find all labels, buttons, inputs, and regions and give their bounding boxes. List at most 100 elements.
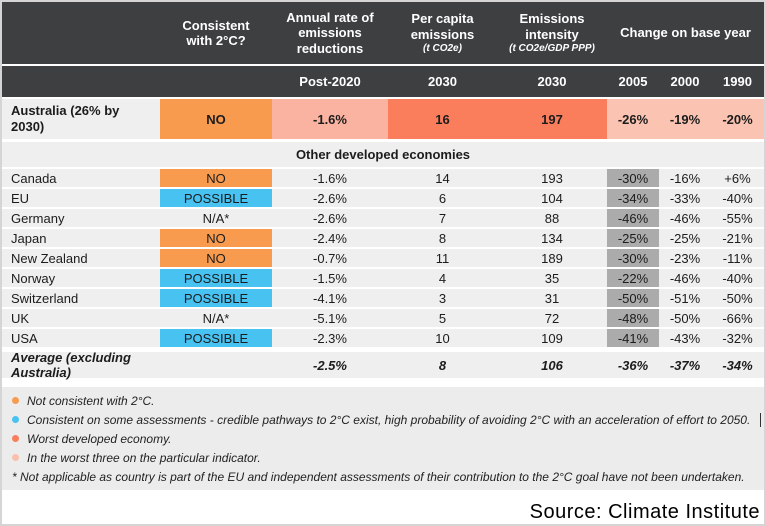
annual-rate-cell: -1.6% <box>313 170 347 186</box>
consistent-cell: NO <box>160 169 272 187</box>
change-1990-cell: -40% <box>722 190 753 206</box>
australia-per-capita-cell: 16 <box>388 99 497 139</box>
change-2005-value: -50% <box>607 289 659 307</box>
country-name: UK <box>11 310 30 326</box>
header-intensity-label: Emissions intensity <box>519 11 585 42</box>
section-header: Other developed economies <box>2 142 764 167</box>
australia-consistent-cell: NO <box>160 99 272 139</box>
country-name: Canada <box>11 170 57 186</box>
subheader-blank <box>2 66 160 97</box>
table-row: Canada NO -1.6% 14 193 -30% -16% +6% <box>2 169 764 189</box>
intensity-cell: 72 <box>544 310 560 326</box>
footnote: Worst developed economy. <box>2 429 764 448</box>
average-per-capita: 8 <box>438 357 447 373</box>
consistent-cell: N/A* <box>160 209 272 227</box>
intensity-cell: 31 <box>544 290 560 306</box>
footnote: In the worst three on the particular ind… <box>2 448 764 467</box>
annual-rate-cell: -0.7% <box>313 250 347 266</box>
intensity-cell: 189 <box>541 250 563 266</box>
australia-annual-rate-cell: -1.6% <box>272 99 388 139</box>
average-intensity: 106 <box>541 357 563 373</box>
average-label: Average (excluding Australia) <box>11 350 131 380</box>
legend-dot-icon <box>12 454 19 461</box>
footnote: Not consistent with 2°C. <box>2 391 764 410</box>
table-row: Switzerland POSSIBLE -4.1% 3 31 -50% -51… <box>2 289 764 309</box>
annual-rate-cell: -2.4% <box>313 230 347 246</box>
change-1990-cell: -55% <box>722 210 753 226</box>
status-badge: POSSIBLE <box>160 269 272 287</box>
legend-dot-icon <box>12 397 19 404</box>
change-2005-cell: -22% <box>607 269 659 287</box>
header-consistent: Consistent with 2°C? <box>160 2 272 64</box>
change-2005-cell: -25% <box>607 229 659 247</box>
legend-dot-icon <box>12 435 19 442</box>
country-name: Norway <box>11 270 56 286</box>
header-intensity: Emissions intensity (t CO2e/GDP PPP) <box>497 2 607 64</box>
table-row: UK N/A* -5.1% 5 72 -48% -50% -66% <box>2 309 764 329</box>
per-capita-cell: 14 <box>435 170 450 186</box>
change-2000-cell: -50% <box>669 310 701 326</box>
country-name: Japan <box>11 230 47 246</box>
subheader-2000: 2000 <box>670 74 700 89</box>
table-row: Norway POSSIBLE -1.5% 4 35 -22% -46% -40… <box>2 269 764 289</box>
change-2005-cell: -50% <box>607 289 659 307</box>
consistent-cell: N/A* <box>160 309 272 327</box>
change-2005-cell: -48% <box>607 309 659 327</box>
change-2000-cell: -33% <box>669 190 701 206</box>
table-row: New Zealand NO -0.7% 11 189 -30% -23% -1… <box>2 249 764 269</box>
subheader-blank2 <box>160 66 272 97</box>
footnote-text: Consistent on some assessments - credibl… <box>27 412 751 427</box>
country-name: USA <box>11 330 38 346</box>
change-1990-cell: -66% <box>722 310 753 326</box>
status-badge: N/A* <box>202 210 230 226</box>
table-row: Germany N/A* -2.6% 7 88 -46% -46% -55% <box>2 209 764 229</box>
per-capita-cell: 5 <box>438 310 447 326</box>
change-2000-cell: -46% <box>669 210 701 226</box>
change-2005-value: -25% <box>607 229 659 247</box>
intensity-cell: 109 <box>541 330 563 346</box>
status-badge: N/A* <box>202 310 230 326</box>
status-badge: NO <box>160 169 272 187</box>
legend-dot-icon <box>12 416 19 423</box>
average-row: Average (excluding Australia) -2.5% 8 10… <box>2 350 764 380</box>
footnote-text: Worst developed economy. <box>27 431 172 446</box>
table-header-row: Consistent with 2°C? Annual rate of emis… <box>2 2 764 64</box>
change-2005-value: -48% <box>607 309 659 327</box>
per-capita-cell: 7 <box>438 210 447 226</box>
average-1990: -34% <box>722 357 753 373</box>
status-badge: POSSIBLE <box>160 329 272 347</box>
footnote-text: Not consistent with 2°C. <box>27 393 155 408</box>
change-2005-cell: -30% <box>607 249 659 267</box>
change-2005-value: -34% <box>607 189 659 207</box>
subheader-1990: 1990 <box>723 74 752 89</box>
footnote: * Not applicable as country is part of t… <box>2 467 764 486</box>
country-name: EU <box>11 190 30 206</box>
per-capita-cell: 11 <box>435 250 450 266</box>
per-capita-cell: 4 <box>438 270 447 286</box>
australia-1990-cell: -20% <box>711 99 764 139</box>
change-1990-cell: +6% <box>724 170 751 186</box>
footnote: Consistent on some assessments - credibl… <box>2 410 764 429</box>
intensity-cell: 88 <box>544 210 560 226</box>
change-1990-cell: -11% <box>722 250 753 266</box>
change-2005-cell: -41% <box>607 329 659 347</box>
change-2000-cell: -51% <box>669 290 701 306</box>
source-credit: Source: Climate Institute <box>529 501 760 523</box>
country-name: Germany <box>11 210 65 226</box>
per-capita-cell: 6 <box>438 190 447 206</box>
annual-rate-cell: -5.1% <box>313 310 347 326</box>
change-1990-cell: -50% <box>722 290 753 306</box>
subheader-2030-percap: 2030 <box>428 74 457 89</box>
header-blank <box>2 2 160 64</box>
header-intensity-unit: (t CO2e/GDP PPP) <box>509 42 595 54</box>
change-2005-value: -46% <box>607 209 659 227</box>
per-capita-cell: 10 <box>435 330 450 346</box>
change-2005-value: -30% <box>607 249 659 267</box>
change-2000-cell: -16% <box>669 170 701 186</box>
annual-rate-cell: -2.6% <box>313 190 347 206</box>
change-1990-cell: -40% <box>722 270 753 286</box>
table-row: Japan NO -2.4% 8 134 -25% -25% -21% <box>2 229 764 249</box>
australia-2000-cell: -19% <box>659 99 711 139</box>
australia-intensity-cell: 197 <box>497 99 607 139</box>
